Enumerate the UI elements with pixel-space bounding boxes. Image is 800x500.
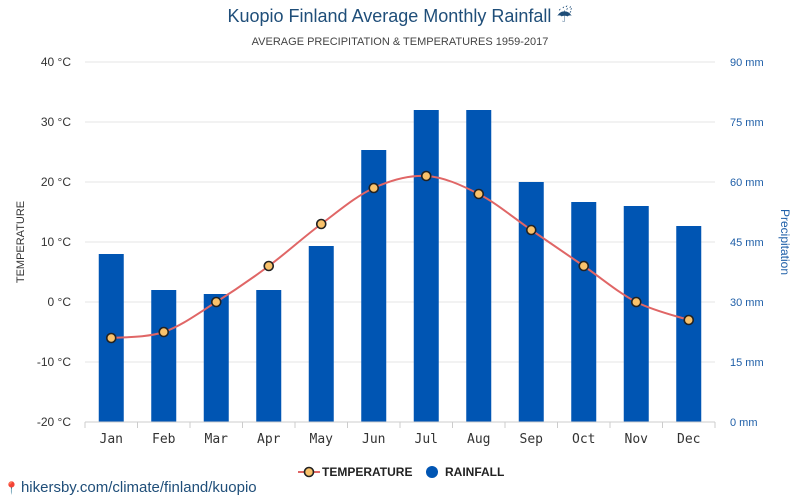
y-right-tick-label: 15 mm bbox=[730, 357, 764, 369]
x-tick-label: Feb bbox=[152, 432, 176, 447]
x-tick-label: Apr bbox=[257, 432, 281, 447]
rainfall-bar bbox=[623, 206, 649, 422]
legend-rainfall-marker bbox=[426, 466, 438, 478]
temperature-point bbox=[158, 326, 170, 338]
legend-temperature-marker bbox=[303, 466, 315, 478]
rainfall-bar bbox=[571, 202, 597, 422]
y-left-tick-label: 30 °C bbox=[41, 115, 71, 129]
temperature-point bbox=[315, 218, 327, 230]
y-right-tick-label: 75 mm bbox=[730, 117, 764, 129]
x-tick-label: Nov bbox=[625, 432, 649, 447]
x-tick-label: Sep bbox=[520, 432, 544, 447]
rainfall-bar bbox=[256, 290, 282, 422]
x-tick-label: Mar bbox=[205, 432, 229, 447]
y-left-tick-label: 0 °C bbox=[48, 295, 72, 309]
x-tick-label: Jul bbox=[415, 432, 438, 447]
source-link-text: hikersby.com/climate/finland/kuopio bbox=[20, 479, 257, 496]
chart-subtitle: AVERAGE PRECIPITATION & TEMPERATURES 195… bbox=[251, 36, 549, 48]
y-right-tick-label: 60 mm bbox=[730, 177, 764, 189]
temperature-point bbox=[473, 188, 485, 200]
rainfall-bar bbox=[518, 182, 544, 422]
temperature-point bbox=[263, 260, 275, 272]
rainfall-bar bbox=[413, 110, 439, 422]
rainfall-bar bbox=[466, 110, 492, 422]
temperature-point bbox=[368, 182, 380, 194]
temperature-point bbox=[210, 296, 222, 308]
temperature-point bbox=[630, 296, 642, 308]
x-tick-label: Oct bbox=[572, 432, 595, 447]
chart-title: Kuopio Finland Average Monthly Rainfall … bbox=[0, 6, 800, 27]
y-left-tick-label: 10 °C bbox=[41, 235, 71, 249]
y-right-tick-label: 90 mm bbox=[730, 57, 764, 69]
legend-temperature-label: TEMPERATURE bbox=[322, 465, 412, 479]
x-tick-label: Jan bbox=[100, 432, 123, 447]
rainfall-bar bbox=[308, 246, 334, 422]
umbrella-rain-icon: ☔ bbox=[556, 6, 573, 26]
legend-rainfall-label: RAINFALL bbox=[445, 465, 504, 479]
y-left-tick-label: -20 °C bbox=[37, 415, 71, 429]
y-left-axis-title: TEMPERATURE bbox=[15, 201, 27, 283]
x-tick-label: May bbox=[310, 432, 334, 447]
y-right-tick-label: 45 mm bbox=[730, 237, 764, 249]
y-right-tick-label: 30 mm bbox=[730, 297, 764, 309]
temperature-point bbox=[420, 170, 432, 182]
temperature-point bbox=[525, 224, 537, 236]
y-left-tick-label: 40 °C bbox=[41, 55, 71, 69]
source-link[interactable]: 📍 hikersby.com/climate/finland/kuopio bbox=[4, 479, 257, 496]
y-left-tick-label: -10 °C bbox=[37, 355, 71, 369]
temperature-point bbox=[578, 260, 590, 272]
x-tick-label: Jun bbox=[362, 432, 385, 447]
rainfall-bar bbox=[361, 150, 387, 422]
x-tick-label: Dec bbox=[677, 432, 700, 447]
chart-title-text: Kuopio Finland Average Monthly Rainfall bbox=[227, 6, 552, 26]
temperature-point bbox=[683, 314, 695, 326]
y-left-tick-label: 20 °C bbox=[41, 175, 71, 189]
y-right-tick-label: 0 mm bbox=[730, 417, 758, 429]
y-right-axis-title: Precipitation bbox=[778, 209, 792, 275]
rainfall-bar bbox=[203, 294, 229, 422]
rainfall-bar bbox=[151, 290, 177, 422]
map-pin-icon: 📍 bbox=[4, 481, 19, 495]
temperature-point bbox=[105, 332, 117, 344]
x-tick-label: Aug bbox=[467, 432, 490, 447]
temperature-line bbox=[111, 174, 690, 339]
